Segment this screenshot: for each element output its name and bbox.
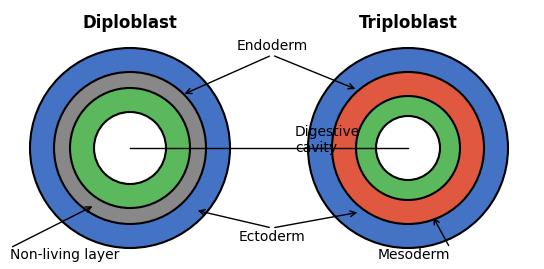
Circle shape <box>308 48 508 248</box>
Circle shape <box>94 112 166 184</box>
Text: Ectoderm: Ectoderm <box>239 230 305 244</box>
Text: Mesoderm: Mesoderm <box>378 248 450 262</box>
Circle shape <box>70 88 190 208</box>
Circle shape <box>30 48 230 248</box>
Circle shape <box>356 96 460 200</box>
Text: Triploblast: Triploblast <box>358 14 458 32</box>
Text: Digestive
cavity: Digestive cavity <box>295 125 360 155</box>
Circle shape <box>332 72 484 224</box>
Text: Endoderm: Endoderm <box>237 39 307 53</box>
Circle shape <box>54 72 206 224</box>
Text: Diploblast: Diploblast <box>83 14 177 32</box>
Circle shape <box>376 116 440 180</box>
Text: Non-living layer: Non-living layer <box>10 248 119 262</box>
